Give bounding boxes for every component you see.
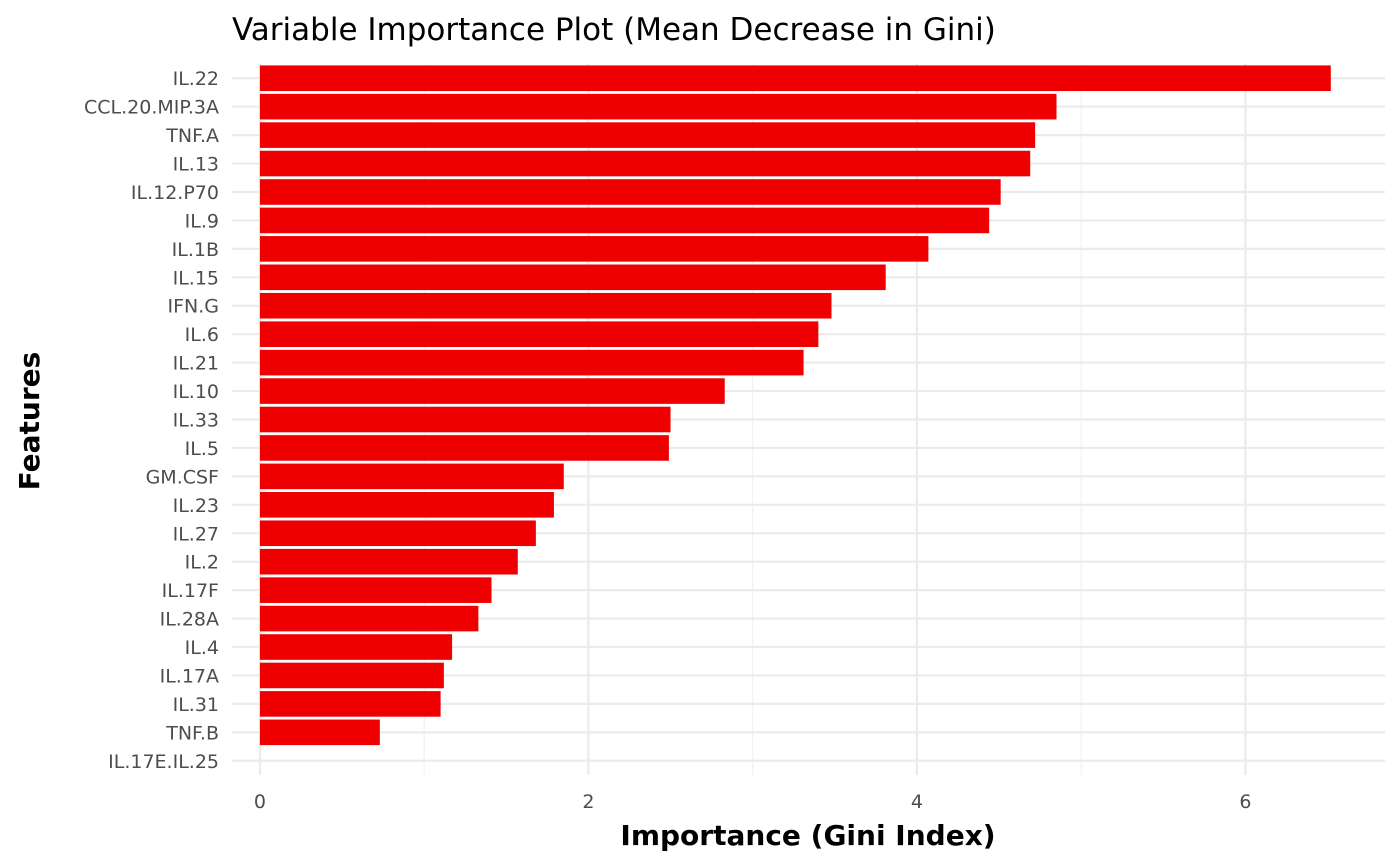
x-tick-label: 0 [254, 791, 266, 813]
bar-ifn-g [259, 292, 832, 319]
y-tick-label: IL.28A [160, 609, 219, 631]
y-axis-title: Features [13, 352, 46, 491]
y-tick-label: GM.CSF [146, 466, 219, 488]
x-tick-label: 6 [1239, 791, 1251, 813]
bar-il-21 [259, 349, 804, 376]
bar-il-17f [259, 577, 492, 603]
bar-ccl-20-mip-3a [259, 93, 1057, 120]
x-axis-title: Importance (Gini Index) [620, 819, 995, 852]
y-tick-label: IL.21 [173, 353, 219, 375]
y-tick-label: IL.9 [185, 210, 219, 232]
bars [259, 65, 1331, 746]
bar-il-31 [259, 691, 441, 717]
bar-il-28a [259, 605, 479, 632]
bar-tnf-b [259, 719, 380, 746]
bar-il-5 [259, 435, 669, 461]
y-tick-label: TNF.B [165, 722, 219, 744]
bar-il-4 [259, 634, 453, 660]
y-tick-labels: IL.22 CCL.20.MIP.3A TNF.A IL.13 IL.12.P70 IL.… [84, 68, 219, 773]
y-tick-label: TNF.A [165, 125, 219, 147]
bar-il-13 [259, 150, 1031, 177]
y-tick-label: IL.23 [173, 495, 219, 517]
x-tick-label: 2 [582, 791, 594, 813]
chart-title: Variable Importance Plot (Mean Decrease … [232, 12, 996, 48]
bar-il-15 [259, 264, 886, 291]
bar-il-12-p70 [259, 179, 1001, 205]
bar-il-22 [259, 65, 1331, 92]
bar-il-27 [259, 520, 536, 547]
y-tick-label: CCL.20.MIP.3A [84, 97, 219, 119]
y-tick-label: IL.31 [173, 694, 219, 716]
bar-il-2 [259, 548, 518, 575]
bar-il-6 [259, 321, 819, 347]
bar-il-1b [259, 236, 929, 262]
y-tick-label: IL.33 [173, 410, 219, 432]
y-tick-label: IL.12.P70 [131, 182, 219, 204]
y-tick-label: IL.13 [173, 154, 219, 176]
y-tick-label: IL.2 [185, 552, 219, 574]
y-tick-label: IL.15 [173, 267, 219, 289]
bar-il-10 [259, 378, 725, 404]
y-tick-label: IL.17A [160, 665, 219, 687]
y-tick-label: IL.5 [185, 438, 219, 460]
y-tick-label: IFN.G [167, 296, 219, 318]
y-tick-label: IL.17E.IL.25 [108, 751, 219, 773]
y-tick-label: IL.27 [173, 523, 219, 545]
bar-il-33 [259, 406, 671, 433]
x-tick-labels: 0 2 4 6 [254, 791, 1252, 813]
bar-il-9 [259, 207, 990, 234]
y-tick-label: IL.6 [185, 324, 219, 346]
y-tick-label: IL.17F [162, 580, 219, 602]
y-tick-label: IL.1B [172, 239, 219, 261]
x-tick-label: 4 [911, 791, 923, 813]
y-tick-label: IL.10 [173, 381, 219, 403]
bar-il-23 [259, 492, 554, 518]
y-tick-label: IL.22 [173, 68, 219, 90]
y-tick-label: IL.4 [185, 637, 219, 659]
bar-il-17a [259, 662, 444, 689]
bar-gm-csf [259, 463, 564, 490]
bar-tnf-a [259, 122, 1036, 148]
